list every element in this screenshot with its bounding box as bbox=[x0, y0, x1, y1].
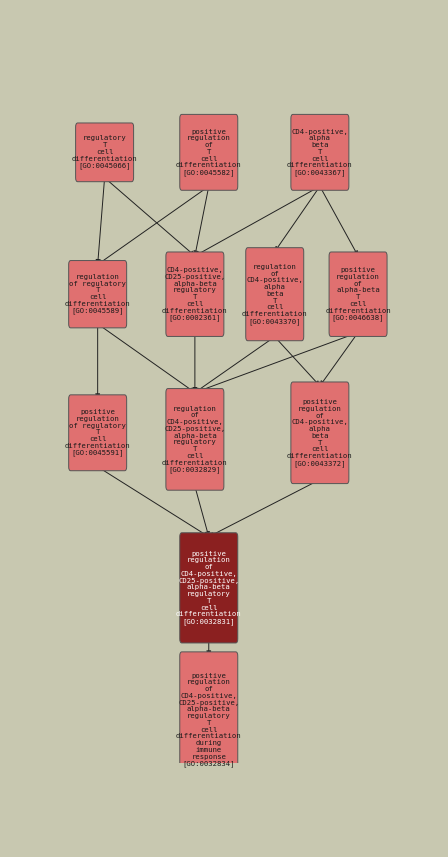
Text: positive
regulation
of
CD4-positive,
alpha
beta
T
cell
differentiation
[GO:00433: positive regulation of CD4-positive, alp… bbox=[287, 399, 353, 466]
FancyBboxPatch shape bbox=[69, 261, 127, 328]
Text: regulation
of
CD4-positive,
alpha
beta
T
cell
differentiation
[GO:0043370]: regulation of CD4-positive, alpha beta T… bbox=[242, 264, 307, 325]
FancyBboxPatch shape bbox=[291, 382, 349, 483]
FancyBboxPatch shape bbox=[69, 395, 127, 470]
Text: positive
regulation
of
alpha-beta
T
cell
differentiation
[GO:0046638]: positive regulation of alpha-beta T cell… bbox=[325, 267, 391, 321]
FancyBboxPatch shape bbox=[329, 252, 387, 337]
Text: regulation
of
CD4-positive,
CD25-positive,
alpha-beta
regulatory
T
cell
differen: regulation of CD4-positive, CD25-positiv… bbox=[162, 405, 228, 473]
Text: positive
regulation
of
CD4-positive,
CD25-positive,
alpha-beta
regulatory
T
cell: positive regulation of CD4-positive, CD2… bbox=[176, 673, 241, 767]
FancyBboxPatch shape bbox=[166, 388, 224, 490]
Text: positive
regulation
of
T
cell
differentiation
[GO:0045582]: positive regulation of T cell differenti… bbox=[176, 129, 241, 176]
Text: regulatory
T
cell
differentiation
[GO:0045066]: regulatory T cell differentiation [GO:00… bbox=[72, 135, 138, 169]
FancyBboxPatch shape bbox=[76, 123, 134, 182]
Text: CD4-positive,
alpha
beta
T
cell
differentiation
[GO:0043367]: CD4-positive, alpha beta T cell differen… bbox=[287, 129, 353, 176]
Text: regulation
of regulatory
T
cell
differentiation
[GO:0045589]: regulation of regulatory T cell differen… bbox=[65, 274, 130, 315]
Text: positive
regulation
of regulatory
T
cell
differentiation
[GO:0045591]: positive regulation of regulatory T cell… bbox=[65, 409, 130, 457]
Text: CD4-positive,
CD25-positive,
alpha-beta
regulatory
T
cell
differentiation
[GO:00: CD4-positive, CD25-positive, alpha-beta … bbox=[162, 267, 228, 321]
FancyBboxPatch shape bbox=[291, 114, 349, 190]
FancyBboxPatch shape bbox=[246, 248, 304, 341]
Text: positive
regulation
of
CD4-positive,
CD25-positive,
alpha-beta
regulatory
T
cell: positive regulation of CD4-positive, CD2… bbox=[176, 551, 241, 625]
FancyBboxPatch shape bbox=[180, 533, 238, 643]
FancyBboxPatch shape bbox=[166, 252, 224, 337]
FancyBboxPatch shape bbox=[180, 114, 238, 190]
FancyBboxPatch shape bbox=[180, 652, 238, 788]
